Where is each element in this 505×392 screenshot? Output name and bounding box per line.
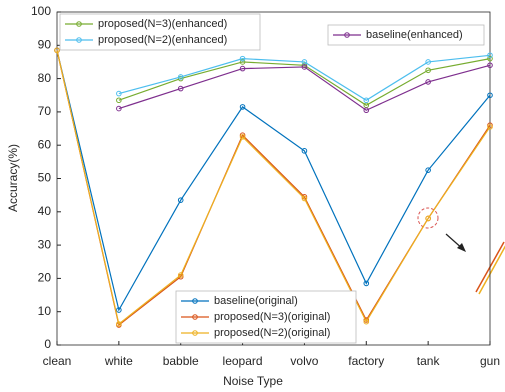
x-tick-label: babble [163, 354, 199, 368]
legend-box [327, 24, 485, 46]
legend-label: proposed(N=3)(enhanced) [98, 18, 227, 30]
y-tick-label: 20 [38, 271, 52, 285]
x-tick-label: white [104, 354, 133, 368]
point [239, 134, 246, 140]
legend-marker [192, 330, 198, 336]
legend-marker [76, 37, 82, 43]
legend-label: proposed(N=2)(original) [214, 327, 330, 339]
point [239, 65, 246, 72]
point [487, 92, 493, 99]
y-tick-label: 60 [38, 137, 52, 151]
series-line [56, 50, 491, 326]
x-tick-label: factory [348, 354, 384, 368]
point [239, 59, 246, 65]
legend-label: baseline(original) [214, 295, 298, 307]
x-tick-label: tank [417, 354, 441, 368]
legend-marker [192, 298, 198, 304]
point [177, 272, 184, 278]
point [301, 64, 308, 70]
point [116, 97, 122, 104]
x-axis-label: Noise Type [223, 374, 283, 388]
point [425, 79, 431, 85]
legend-label: proposed(N=3)(original) [214, 311, 330, 323]
x-tick-label: gun [480, 354, 500, 368]
point [177, 85, 184, 92]
point [177, 197, 184, 203]
series-line [56, 50, 491, 312]
point [363, 318, 370, 325]
series-line [56, 50, 491, 327]
y-tick-label: 100 [31, 4, 51, 18]
series-line [118, 58, 491, 106]
point [425, 167, 431, 173]
legend-marker [76, 21, 82, 27]
y-tick-label: 30 [38, 237, 52, 251]
y-tick-label: 80 [38, 71, 52, 85]
point [177, 75, 184, 82]
point [239, 55, 246, 62]
point [54, 47, 60, 54]
point [301, 148, 308, 154]
x-tick-label: leopard [223, 354, 263, 368]
x-tick-label: clean [43, 354, 72, 368]
legend-marker [344, 32, 350, 38]
point [487, 124, 493, 130]
y-tick-label: 70 [38, 104, 52, 118]
x-tick-label: volvo [290, 354, 318, 368]
legend-marker [192, 314, 198, 320]
point [301, 195, 308, 202]
legend-label: proposed(N=2)(enhanced) [98, 34, 227, 46]
point [116, 105, 122, 112]
y-tick-label: 10 [38, 304, 52, 318]
zoom-annotation [417, 207, 505, 295]
series-line [118, 54, 491, 101]
y-tick-label: 90 [38, 37, 52, 51]
series-line [118, 64, 491, 111]
point [487, 55, 493, 62]
point [425, 59, 431, 65]
legend: baseline(enhanced) [327, 24, 485, 46]
point [116, 321, 122, 327]
point [425, 215, 431, 222]
point [363, 107, 370, 114]
legend-box [59, 13, 261, 51]
legend: proposed(N=3)(enhanced) proposed(N=2)(enh… [59, 13, 261, 51]
point [239, 104, 246, 110]
point [116, 307, 122, 313]
point [116, 90, 122, 97]
point [487, 62, 493, 69]
y-tick-label: 0 [44, 337, 51, 351]
point [363, 97, 370, 104]
legend-label: baseline(enhanced) [366, 29, 463, 41]
y-tick-label: 50 [38, 171, 52, 185]
point [177, 74, 184, 80]
point [425, 67, 431, 74]
legend: baseline(original) proposed(N=3)(original… [175, 290, 357, 344]
point [487, 52, 493, 59]
point [363, 280, 370, 287]
y-tick-label: 40 [38, 204, 52, 218]
y-axis-label: Accuracy(%) [6, 144, 20, 212]
